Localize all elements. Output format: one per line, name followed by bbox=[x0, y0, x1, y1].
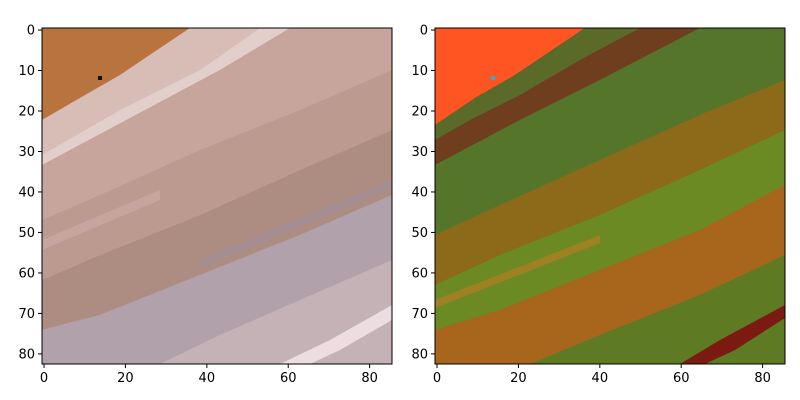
left-x-tick-label: 60 bbox=[280, 371, 297, 386]
right-x-axis: 0 20 40 60 80 bbox=[433, 364, 771, 386]
left-y-tick-label: 50 bbox=[18, 226, 35, 241]
right-x-tick-label: 0 bbox=[433, 371, 441, 386]
right-x-tick-label: 20 bbox=[510, 371, 527, 386]
right-x-tick-label: 80 bbox=[754, 371, 771, 386]
left-y-tick-label: 20 bbox=[18, 104, 35, 119]
right-image-raster bbox=[435, 28, 785, 364]
left-x-tick-label: 80 bbox=[361, 371, 378, 386]
left-x-axis: 0 20 40 60 80 bbox=[40, 364, 378, 386]
left-y-tick-label: 70 bbox=[18, 307, 35, 322]
right-y-tick-label: 20 bbox=[411, 104, 428, 119]
right-y-tick-label: 0 bbox=[420, 24, 428, 39]
right-y-tick-label: 50 bbox=[411, 226, 428, 241]
right-y-tick-label: 70 bbox=[411, 307, 428, 322]
left-marker bbox=[98, 76, 102, 80]
right-y-tick-label: 40 bbox=[411, 185, 428, 200]
left-y-tick-label: 10 bbox=[18, 64, 35, 79]
right-y-axis: 0 10 20 30 40 50 60 70 80 bbox=[411, 24, 435, 362]
right-x-tick-label: 40 bbox=[592, 371, 609, 386]
left-panel: 0 10 20 30 40 50 60 70 80 0 20 40 60 80 bbox=[18, 24, 393, 386]
left-y-tick-label: 40 bbox=[18, 185, 35, 200]
left-x-tick-label: 0 bbox=[40, 371, 48, 386]
left-y-tick-label: 80 bbox=[18, 347, 35, 362]
left-frame bbox=[41, 27, 393, 365]
right-marker bbox=[491, 76, 495, 80]
left-y-tick-label: 30 bbox=[18, 145, 35, 160]
right-y-tick-label: 10 bbox=[411, 64, 428, 79]
right-y-tick-label: 30 bbox=[411, 145, 428, 160]
right-y-tick-label: 60 bbox=[411, 266, 428, 281]
right-panel: 0 10 20 30 40 50 60 70 80 0 20 40 60 80 bbox=[411, 24, 786, 386]
left-image-raster bbox=[42, 28, 392, 364]
right-x-tick-label: 60 bbox=[673, 371, 690, 386]
right-y-tick-label: 80 bbox=[411, 347, 428, 362]
right-frame bbox=[434, 27, 786, 365]
left-y-tick-label: 60 bbox=[18, 266, 35, 281]
left-x-tick-label: 40 bbox=[199, 371, 216, 386]
left-y-tick-label: 0 bbox=[27, 24, 35, 39]
left-x-tick-label: 20 bbox=[117, 371, 134, 386]
left-y-axis: 0 10 20 30 40 50 60 70 80 bbox=[18, 24, 42, 362]
